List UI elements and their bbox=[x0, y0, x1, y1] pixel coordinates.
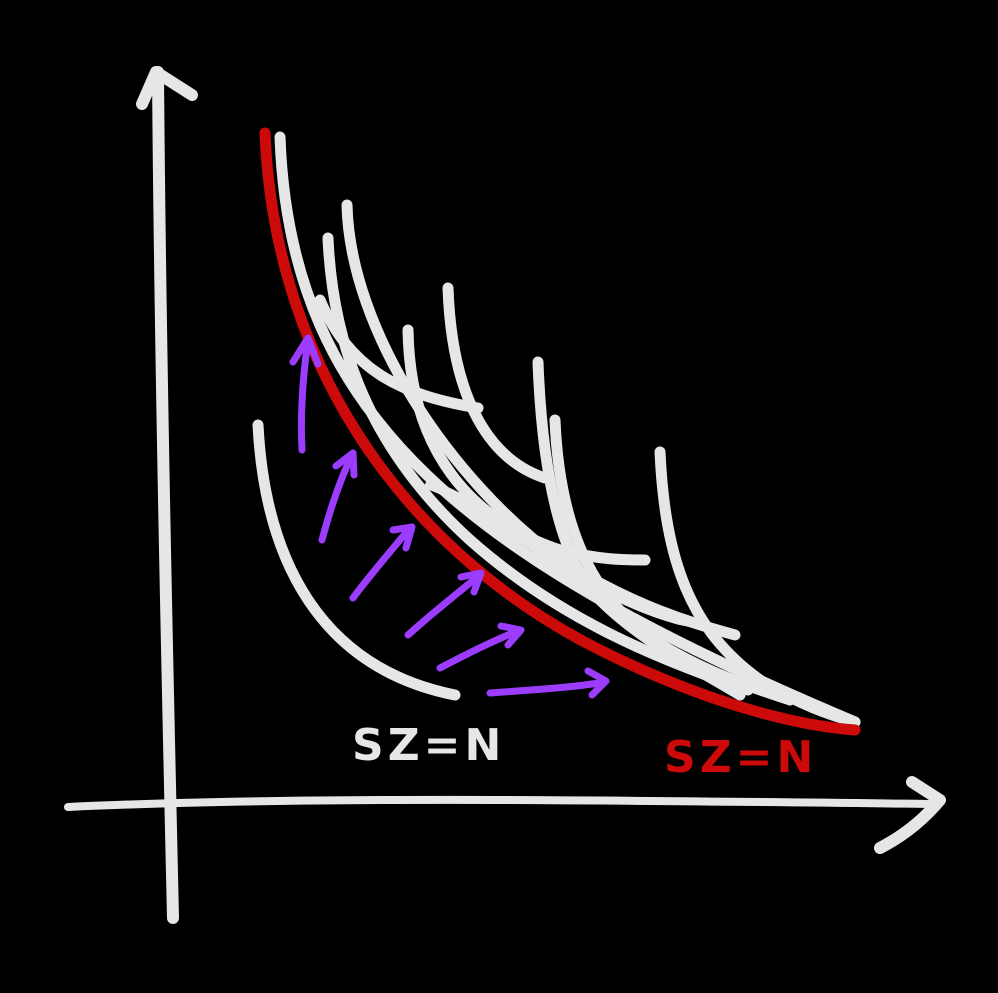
red-envelope-curve bbox=[259, 127, 861, 736]
grid-curve-cross bbox=[425, 480, 705, 629]
arrow-5 bbox=[436, 622, 525, 672]
axes bbox=[64, 66, 946, 924]
arrow-1 bbox=[289, 334, 322, 454]
grid-curve-up bbox=[314, 294, 484, 414]
y-axis-line bbox=[152, 66, 179, 924]
y-axis-arrowhead bbox=[136, 66, 198, 110]
grid-curve-up bbox=[654, 446, 861, 728]
x-axis-arrowhead bbox=[874, 776, 946, 854]
inner-curve bbox=[252, 419, 461, 701]
arrow-4 bbox=[404, 569, 485, 639]
arrow-2 bbox=[318, 449, 358, 544]
inner-curve-label: SZ=N bbox=[352, 720, 505, 771]
arrow-3 bbox=[349, 523, 416, 602]
grid-curve-down bbox=[274, 131, 861, 728]
movement-arrows bbox=[289, 334, 610, 699]
curve-grid bbox=[274, 131, 861, 728]
grid-curve-down bbox=[442, 282, 551, 484]
x-axis-line bbox=[64, 795, 939, 811]
red-curve-label: SZ=N bbox=[664, 732, 817, 783]
arrow-6 bbox=[486, 667, 610, 699]
grid-curve-up bbox=[549, 414, 796, 706]
